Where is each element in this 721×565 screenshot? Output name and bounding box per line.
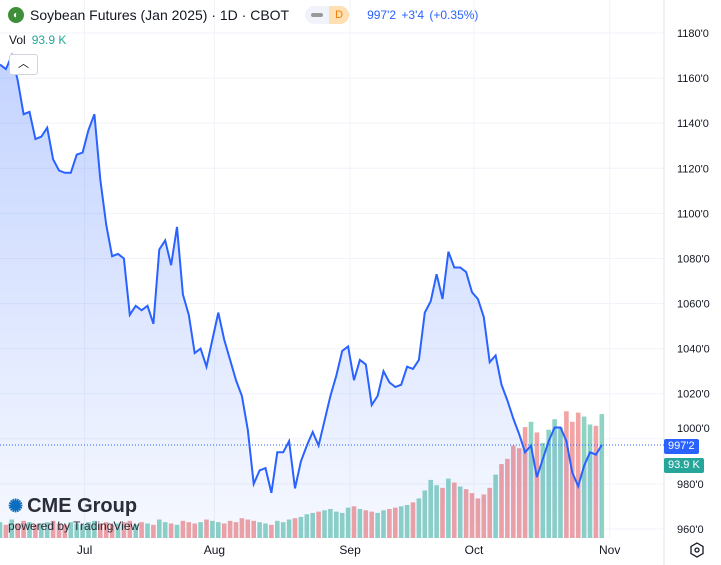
price-area-fill [0, 55, 602, 538]
y-tick-label: 1160'0 [677, 73, 709, 85]
volume-value: 93.9 K [31, 33, 67, 47]
y-tick-label: 1180'0 [677, 28, 709, 40]
price-change-pct: (+0.35%) [429, 8, 479, 22]
y-tick-label: 1000'0 [677, 423, 710, 435]
y-tick-label: 1120'0 [677, 163, 709, 175]
brand-logo[interactable]: ✺ CME Group powered by TradingView [8, 495, 139, 533]
volume-bar [575, 412, 581, 538]
last-price: 997'2 [367, 8, 397, 22]
brand-name: CME Group [27, 495, 138, 517]
y-tick-label: 1080'0 [677, 253, 710, 265]
x-tick-label: Nov [599, 543, 620, 557]
volume-tag: 93.9 K [664, 458, 704, 473]
price-change: +3'4 [401, 8, 425, 22]
x-tick-label: Oct [465, 543, 484, 557]
chevron-up-icon: ︿ [18, 58, 29, 70]
collapse-legend-button[interactable]: ︿ [9, 54, 38, 75]
x-tick-label: Sep [339, 543, 361, 557]
volume-label: Vol [9, 33, 26, 47]
y-tick-label: 1140'0 [677, 118, 709, 130]
y-tick-label: 1040'0 [677, 344, 710, 356]
y-tick-label: 1020'0 [677, 389, 710, 401]
volume-legend: Vol 93.9 K [9, 33, 66, 47]
last-price-tag: 997'2 [664, 439, 699, 454]
settings-icon[interactable] [689, 542, 705, 558]
symbol-title[interactable]: Soybean Futures (Jan 2025) · 1D · CBOT [30, 7, 290, 23]
x-tick-label: Jul [77, 543, 92, 557]
delayed-badge: D [329, 6, 350, 24]
market-status[interactable]: D [305, 6, 350, 24]
chart-legend: ◐ Soybean Futures (Jan 2025) · 1D · CBOT… [8, 6, 478, 24]
y-tick-label: 980'0 [677, 479, 704, 491]
y-tick-label: 1060'0 [677, 299, 710, 311]
price-line [0, 52, 603, 494]
globe-icon: ✺ [8, 496, 24, 516]
y-tick-label: 1100'0 [677, 208, 709, 220]
symbol-logo-icon: ◐ [8, 7, 24, 23]
y-tick-label: 960'0 [677, 524, 704, 536]
minus-icon [311, 13, 324, 17]
x-tick-label: Aug [204, 543, 225, 557]
powered-by: powered by TradingView [8, 519, 140, 533]
quote: 997'2 +3'4 (+0.35%) [367, 8, 478, 22]
